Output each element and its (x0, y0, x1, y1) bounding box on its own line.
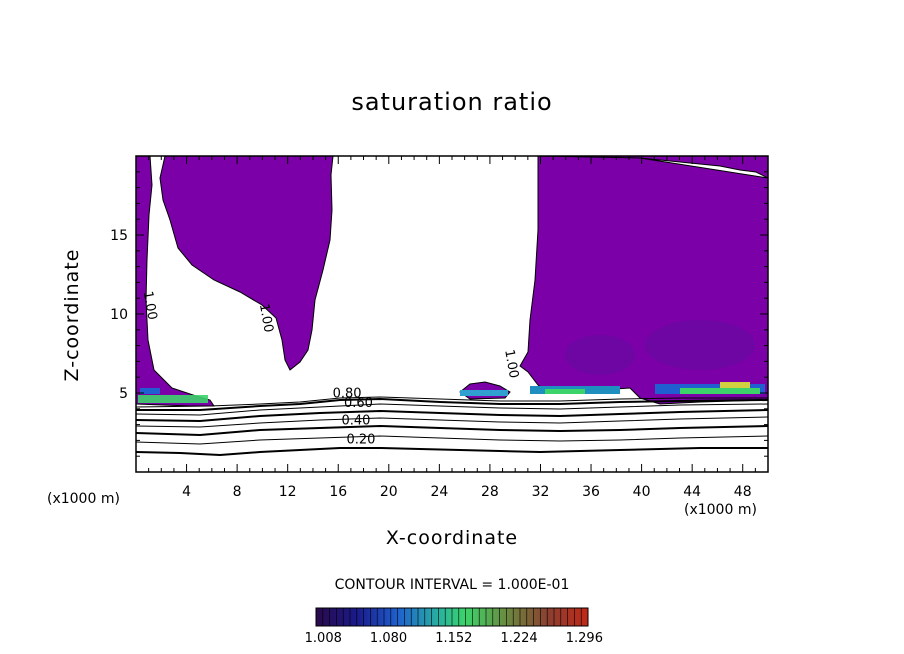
x-tick-label: 28 (481, 484, 499, 500)
x-tick-label: 32 (532, 484, 550, 500)
colorbar-tick-label: 1.224 (500, 631, 537, 646)
contour-label: 1.00 (256, 303, 276, 334)
colorbar-tick-label: 1.008 (305, 631, 342, 646)
supersaturation-region-right (519, 156, 768, 405)
x-tick-label: 24 (430, 484, 448, 500)
colorbar-tick-label: 1.080 (370, 631, 407, 646)
shaded-patch (645, 320, 755, 370)
supersaturation-region-left (159, 156, 334, 371)
colorbar-tick-label: 1.152 (435, 631, 472, 646)
x-tick-label: 8 (233, 484, 242, 500)
colorbar-divisions (322, 608, 582, 626)
contour-label: 0.20 (347, 433, 376, 448)
chart-title: saturation ratio (351, 88, 553, 116)
x-unit-label-left: (x1000 m) (47, 491, 120, 507)
x-tick-label: 12 (279, 484, 297, 500)
x-tick-label: 40 (633, 484, 651, 500)
x-tick-label: 36 (582, 484, 600, 500)
x-tick-label: 4 (182, 484, 191, 500)
x-tick-label: 44 (683, 484, 701, 500)
contour-label: 1.00 (501, 348, 521, 379)
y-tick-label: 5 (119, 386, 128, 402)
contour-label: 0.80 (333, 387, 362, 402)
colorbar-labels: 1.008 1.080 1.152 1.224 1.296 (305, 631, 603, 646)
x-tick-label: 48 (734, 484, 752, 500)
contour-label: 0.40 (341, 414, 370, 429)
contour-label: 1.00 (140, 290, 160, 321)
x-unit-label-right: (x1000 m) (684, 502, 757, 518)
shaded-patch (565, 335, 635, 375)
y-tick-label: 15 (110, 228, 128, 244)
contour-label: 0.60 (344, 396, 373, 411)
contour-lines (136, 396, 768, 457)
x-axis-label: X-coordinate (385, 527, 519, 549)
contour-interval-label: CONTOUR INTERVAL = 1.000E-01 (334, 577, 570, 593)
x-tick-label: 16 (329, 484, 347, 500)
colorbar-tick-label: 1.296 (566, 631, 603, 646)
y-tick-label: 10 (110, 307, 128, 323)
high-ratio-band (138, 382, 765, 403)
contour-labels: 0.20 0.40 0.600.80 1.00 1.00 1.00 (140, 290, 521, 448)
x-tick-label: 20 (380, 484, 398, 500)
